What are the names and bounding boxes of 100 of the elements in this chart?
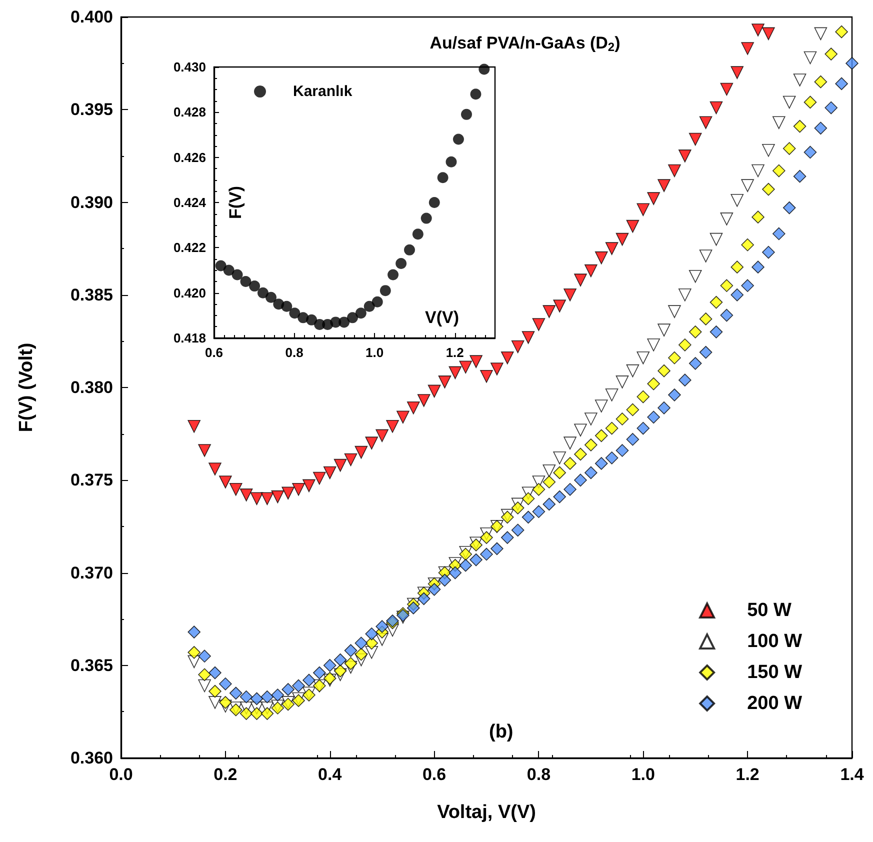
x-tick-label: 0.4 xyxy=(318,765,342,784)
point xyxy=(699,116,712,129)
point xyxy=(338,316,350,328)
point xyxy=(452,134,464,145)
point xyxy=(594,251,608,264)
point xyxy=(404,244,415,256)
y-tick-label: 0.424 xyxy=(173,195,207,210)
y-axis-title: F(V) (Volt) xyxy=(16,342,37,432)
x-tick-label: 0.2 xyxy=(214,765,238,784)
point xyxy=(532,318,546,331)
point xyxy=(257,287,268,298)
point xyxy=(470,88,482,100)
point xyxy=(511,340,524,354)
point xyxy=(448,366,462,380)
x-tick-label: 1.2 xyxy=(736,765,760,784)
y-tick-label: 0.418 xyxy=(173,330,206,346)
point xyxy=(417,394,430,407)
x-tick-label: 0.8 xyxy=(285,345,304,360)
point xyxy=(250,492,264,506)
point xyxy=(388,269,399,280)
x-axis-title: Voltaj, V(V) xyxy=(437,802,536,823)
x-tick-label: 0.8 xyxy=(526,765,551,784)
point xyxy=(376,429,388,442)
point xyxy=(396,410,410,424)
point xyxy=(292,482,305,496)
point xyxy=(372,296,383,308)
point xyxy=(564,288,576,302)
point xyxy=(232,269,243,280)
point xyxy=(266,292,277,303)
point xyxy=(678,150,692,162)
point xyxy=(355,308,366,319)
y-tick-label: 0.430 xyxy=(173,60,206,74)
point xyxy=(647,192,660,205)
point xyxy=(354,446,368,459)
x-tick-label: 1.0 xyxy=(366,345,384,360)
point xyxy=(198,444,211,457)
point xyxy=(461,108,472,120)
point xyxy=(710,101,723,114)
x-tick-label: 1.2 xyxy=(446,345,464,360)
point xyxy=(616,232,629,246)
x-tick-label: 0.6 xyxy=(204,345,224,360)
y-tick-label: 0.370 xyxy=(70,563,113,582)
legend-label: Karanlık xyxy=(293,83,353,100)
y-tick-label: 0.422 xyxy=(173,240,206,256)
legend-label: 50 W xyxy=(747,600,792,621)
point xyxy=(553,300,566,312)
point xyxy=(490,362,504,376)
y-tick-label: 0.385 xyxy=(70,285,113,304)
legend-label: 150 W xyxy=(747,662,802,683)
point xyxy=(396,258,407,269)
point xyxy=(223,264,234,276)
x-tick-label: 0.0 xyxy=(109,765,133,784)
point xyxy=(289,308,300,319)
point xyxy=(323,466,336,480)
y-tick-label: 0.420 xyxy=(173,285,206,300)
y-tick-label: 0.380 xyxy=(70,378,113,397)
x-tick-label: 1.0 xyxy=(631,765,655,784)
point xyxy=(365,436,378,450)
point xyxy=(428,197,440,208)
point xyxy=(306,314,318,326)
point xyxy=(260,492,274,506)
point xyxy=(420,212,432,224)
point xyxy=(364,300,375,312)
point xyxy=(478,64,490,75)
point xyxy=(313,472,326,485)
point xyxy=(240,488,253,502)
y-tick-label: 0.390 xyxy=(70,192,113,212)
y-tick-label: 0.395 xyxy=(70,100,113,120)
point xyxy=(668,164,681,178)
y-tick-label: 0.426 xyxy=(173,150,206,165)
point xyxy=(271,490,284,504)
point xyxy=(386,420,399,433)
point xyxy=(446,156,457,168)
point xyxy=(412,228,424,240)
point xyxy=(281,300,292,312)
legend-label: 100 W xyxy=(747,631,802,652)
point xyxy=(282,486,294,500)
point xyxy=(459,360,472,374)
point xyxy=(762,27,775,40)
point xyxy=(636,203,650,216)
point xyxy=(658,179,670,192)
point xyxy=(249,280,260,292)
point xyxy=(334,458,347,472)
point xyxy=(574,274,587,286)
point xyxy=(344,453,358,466)
x-tick-label: 1.4 xyxy=(840,765,864,784)
y-tick-label: 0.365 xyxy=(70,656,113,675)
y-axis-title: F(V) xyxy=(226,186,245,220)
point xyxy=(480,370,493,383)
point xyxy=(542,305,556,318)
y-tick-label: 0.400 xyxy=(70,8,113,26)
point xyxy=(215,260,226,272)
y-tick-label: 0.375 xyxy=(70,470,113,490)
annotation: (b) xyxy=(488,722,514,742)
point xyxy=(219,476,232,488)
point xyxy=(720,82,734,96)
point xyxy=(741,42,754,55)
point xyxy=(688,132,702,146)
point xyxy=(437,172,448,184)
y-tick-label: 0.360 xyxy=(70,748,113,768)
